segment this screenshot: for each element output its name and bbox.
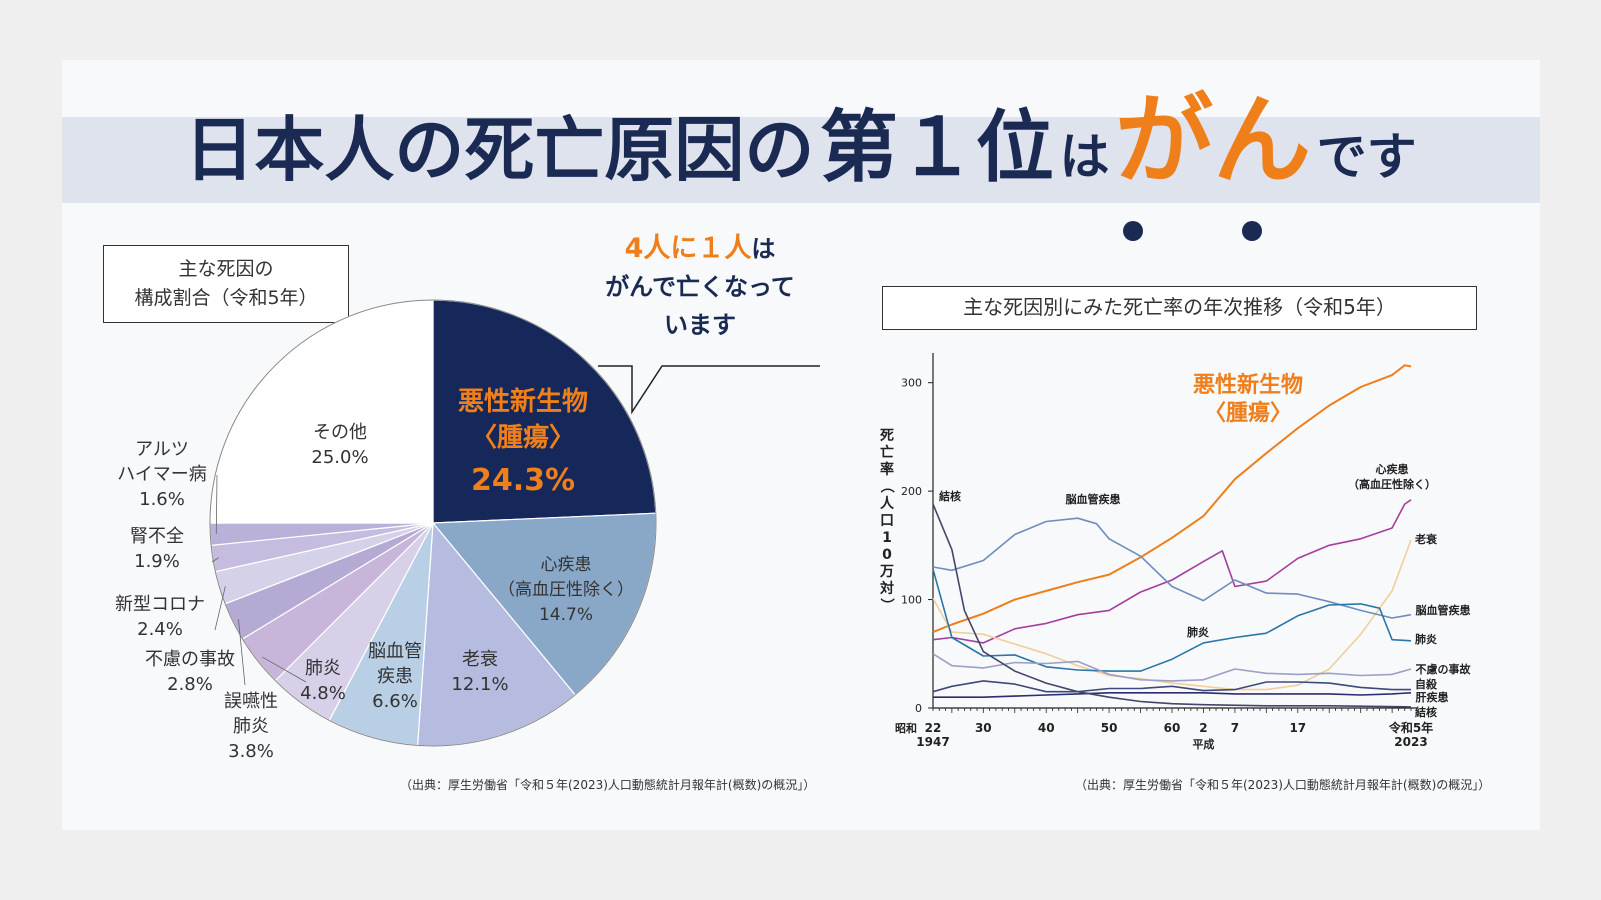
pie-label-line2: 構成割合（令和5年） — [134, 287, 318, 309]
title-part5: です — [1316, 128, 1417, 186]
callout-line1-rest: は — [751, 235, 776, 263]
trend-chart-label: 主な死因別にみた死亡率の年次推移（令和5年） — [882, 286, 1477, 330]
emphasis-dot — [1123, 221, 1143, 241]
title-part3: は — [1059, 128, 1110, 186]
emphasis-dot — [1242, 221, 1262, 241]
source-note-left: （出典：厚生労働省「令和５年(2023)人口動態統計月報年計(概数)の概況」） — [400, 778, 816, 792]
callout-accent: 4人に１人 — [624, 233, 752, 264]
source-note-right: （出典：厚生労働省「令和５年(2023)人口動態統計月報年計(概数)の概況」） — [1075, 778, 1491, 792]
title-part1: 日本人の死亡原因の — [184, 109, 815, 191]
title-part4: がん — [1115, 84, 1312, 198]
callout-line3: います — [664, 311, 736, 339]
callout-text: 4人に１人は がんで亡くなって います — [560, 230, 840, 344]
pie-label-line1: 主な死因の — [178, 258, 274, 280]
title-part2: 第１位 — [819, 103, 1054, 193]
callout-line2: がんで亡くなって — [605, 273, 795, 301]
pie-chart-label: 主な死因の 構成割合（令和5年） — [103, 245, 349, 323]
title-band — [62, 117, 1540, 203]
page-title: 日本人の死亡原因の 第１位 は がん です — [0, 92, 1601, 190]
